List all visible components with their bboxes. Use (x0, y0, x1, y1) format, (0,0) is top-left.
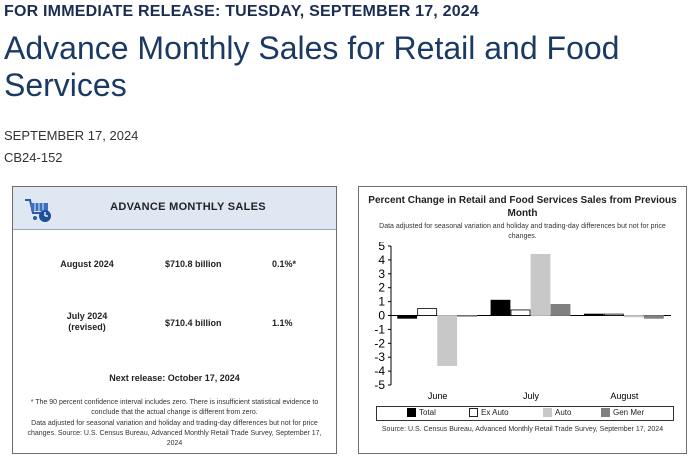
chart-title: Percent Change in Retail and Food Servic… (368, 195, 677, 219)
bar-auto (623, 315, 644, 318)
change-value: 0.1%* (272, 259, 297, 269)
bar-auto (437, 315, 458, 366)
chart-box: Percent Change in Retail and Food Servic… (358, 186, 687, 454)
page-title: Advance Monthly Sales for Retail and Foo… (4, 30, 620, 103)
release-line: FOR IMMEDIATE RELEASE: TUESDAY, SEPTEMBE… (4, 3, 479, 20)
chart-source: Source: U.S. Census Bureau, Advanced Mon… (381, 426, 664, 433)
bar-auto (530, 253, 551, 316)
y-tick-label: -5 (374, 378, 385, 392)
next-release: Next release: October 17, 2024 (109, 373, 240, 383)
y-tick-label: -3 (374, 350, 385, 364)
footnote-confidence: * The 90 percent confidence interval inc… (30, 399, 319, 416)
bar-ex-auto (603, 313, 624, 316)
period-label: July 2024 (66, 311, 108, 321)
summary-title: ADVANCE MONTHLY SALES (110, 201, 266, 213)
chart-subtitle: Data adjusted for seasonal variation and… (379, 223, 666, 240)
y-tick-label: 3 (378, 267, 385, 281)
bar-total (583, 313, 604, 316)
bar-total (397, 315, 418, 319)
y-tick-label: -2 (374, 336, 385, 350)
y-tick-label: 0 (378, 309, 385, 323)
release-date: SEPTEMBER 17, 2024 (4, 128, 139, 143)
legend-item: Ex Auto (469, 408, 509, 417)
y-tick-label: -1 (374, 322, 385, 336)
y-tick-label: 1 (378, 295, 385, 309)
legend-label: Total (419, 408, 436, 417)
bar-gen-mer (550, 303, 571, 316)
legend-swatch (469, 408, 478, 417)
sales-value: $710.4 billion (165, 318, 222, 328)
x-tick-label: August (610, 391, 639, 401)
bar-ex-auto (417, 308, 438, 316)
period-label: August 2024 (60, 259, 114, 269)
legend-label: Ex Auto (481, 408, 509, 417)
sales-value: $710.8 billion (165, 259, 222, 269)
change-value: 1.1% (272, 318, 293, 328)
legend-item: Auto (543, 408, 571, 417)
y-tick-label: 2 (378, 281, 385, 295)
legend-label: Gen Mer (613, 408, 645, 417)
shopping-cart-icon (25, 199, 51, 222)
y-tick-label: 4 (378, 253, 385, 267)
legend-swatch (407, 408, 416, 417)
bar-total (490, 299, 511, 316)
legend-swatch (601, 408, 610, 417)
bar-ex-auto (510, 309, 531, 316)
y-tick-label: -4 (374, 364, 385, 378)
bar-gen-mer (643, 315, 664, 319)
x-tick-label: July (523, 391, 540, 401)
legend-label: Auto (555, 408, 572, 417)
summary-header: ADVANCE MONTHLY SALES (13, 187, 336, 230)
chart-legend: Total Ex Auto Auto Gen Mer (376, 406, 674, 421)
legend-item: Total (407, 408, 436, 417)
footnote-source: Data adjusted for seasonal variation and… (27, 420, 322, 447)
y-tick-label: 5 (378, 242, 385, 253)
x-tick-label: June (428, 391, 448, 401)
legend-item: Gen Mer (601, 408, 644, 417)
period-note: (revised) (68, 322, 106, 332)
legend-swatch (543, 408, 552, 417)
summary-box: ADVANCE MONTHLY SALES August 2024 $710.8… (12, 186, 337, 454)
release-code: CB24-152 (4, 150, 63, 165)
bar-gen-mer (457, 315, 478, 317)
